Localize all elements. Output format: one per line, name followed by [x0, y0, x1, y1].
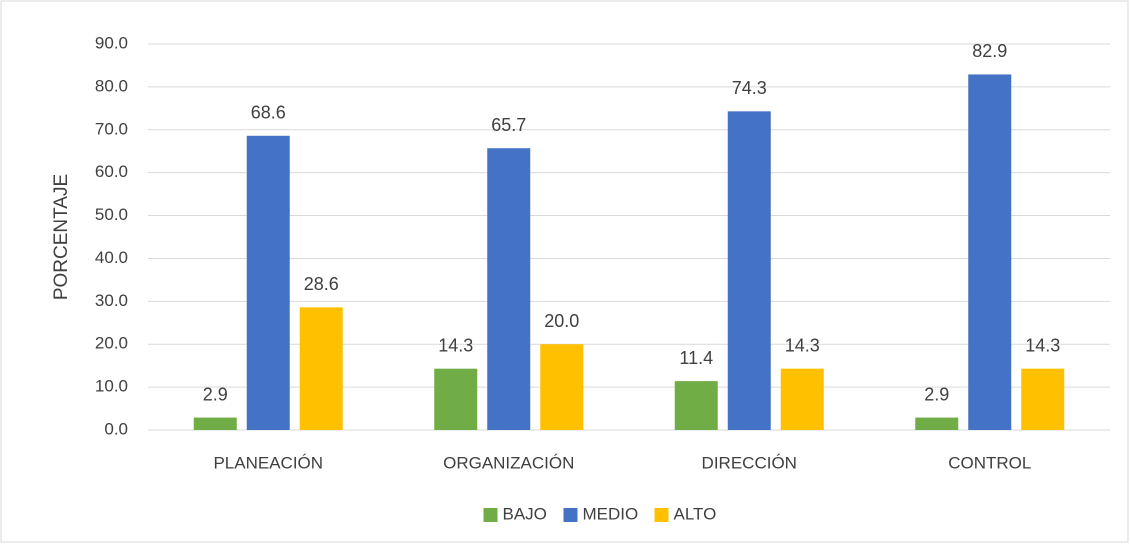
legend-label: MEDIO — [583, 504, 639, 523]
x-tick-label: ORGANIZACIÓN — [443, 453, 574, 472]
y-tick-label: 10.0 — [95, 377, 128, 396]
bar — [1021, 368, 1065, 430]
y-tick-label: 50.0 — [95, 205, 128, 224]
value-label: 11.4 — [679, 348, 713, 368]
value-label: 20.0 — [544, 311, 579, 331]
y-tick-label: 30.0 — [95, 291, 128, 310]
bar — [193, 417, 237, 430]
legend-label: ALTO — [674, 504, 717, 523]
bar — [434, 368, 478, 430]
x-tick-label: DIRECCIÓN — [702, 453, 797, 472]
value-label: 82.9 — [972, 41, 1007, 61]
x-tick-label: CONTROL — [948, 453, 1031, 472]
value-label: 14.3 — [438, 335, 473, 355]
y-tick-label: 70.0 — [95, 119, 128, 138]
x-tick-label: PLANEACIÓN — [213, 453, 323, 472]
y-tick-label: 40.0 — [95, 248, 128, 267]
legend-label: BAJO — [503, 504, 547, 523]
bar — [780, 368, 824, 430]
bar — [727, 111, 771, 430]
bar — [915, 417, 959, 430]
value-label: 68.6 — [251, 103, 286, 123]
y-tick-label: 90.0 — [95, 33, 128, 52]
bar — [968, 74, 1012, 430]
value-label: 28.6 — [304, 274, 339, 294]
bar — [674, 381, 718, 430]
y-axis-label: PORCENTAJE — [51, 174, 72, 300]
y-tick-label: 80.0 — [95, 76, 128, 95]
legend-swatch — [654, 508, 669, 522]
bar — [299, 307, 343, 430]
legend-swatch — [563, 508, 578, 522]
legend-swatch — [483, 508, 498, 522]
value-label: 74.3 — [732, 78, 767, 98]
value-label: 65.7 — [491, 115, 526, 135]
value-label: 2.9 — [924, 384, 949, 404]
value-label: 14.3 — [1025, 335, 1060, 355]
y-tick-label: 60.0 — [95, 162, 128, 181]
value-label: 14.3 — [785, 335, 820, 355]
bar — [246, 135, 290, 430]
y-tick-label: 20.0 — [95, 334, 128, 353]
y-tick-label: 0.0 — [104, 419, 128, 438]
bar — [540, 344, 584, 430]
value-label: 2.9 — [203, 384, 228, 404]
bar — [487, 148, 531, 430]
